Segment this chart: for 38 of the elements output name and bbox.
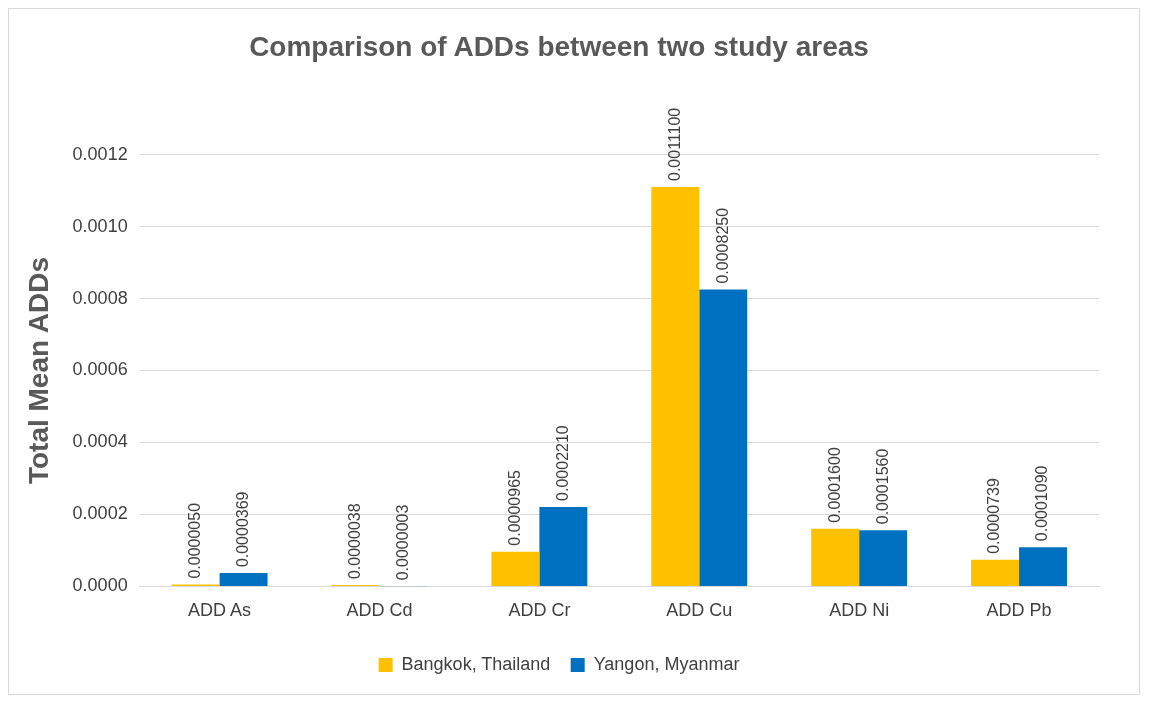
bar — [651, 186, 700, 586]
bar — [859, 530, 908, 586]
data-label: 0.0000050 — [186, 502, 204, 579]
legend-label: Bangkok, Thailand — [401, 653, 551, 674]
data-label: 0.0000003 — [393, 504, 411, 581]
chart-title: Comparison of ADDs between two study areas — [249, 30, 869, 62]
data-label: 0.0002210 — [553, 425, 571, 501]
bar — [699, 289, 748, 586]
x-tick-label: ADD Ni — [829, 600, 890, 621]
x-tick-label: ADD Cd — [346, 600, 413, 621]
y-tick-label: 0.0010 — [72, 215, 128, 236]
x-tick-label: ADD Pb — [986, 600, 1052, 621]
bar — [539, 506, 588, 586]
x-tick-label: ADD As — [188, 600, 252, 621]
bar — [219, 573, 268, 586]
data-label: 0.0001600 — [825, 447, 843, 523]
data-label: 0.0000965 — [505, 469, 523, 546]
data-label: 0.0001560 — [873, 448, 891, 525]
data-label: 0.0008250 — [713, 207, 731, 284]
y-tick-label: 0.0006 — [72, 359, 128, 380]
data-label: 0.0000369 — [233, 491, 251, 568]
x-tick-label: ADD Cu — [666, 600, 733, 621]
y-tick-label: 0.0000 — [72, 575, 128, 596]
bar — [811, 528, 860, 586]
bar — [971, 559, 1020, 586]
data-label: 0.0000038 — [345, 503, 363, 580]
legend-label: Yangon, Myanmar — [593, 653, 740, 674]
data-label: 0.0011100 — [665, 107, 683, 181]
data-label: 0.0001090 — [1033, 465, 1051, 542]
y-tick-label: 0.0008 — [72, 287, 128, 308]
bar — [1019, 547, 1068, 586]
data-label: 0.0000739 — [985, 478, 1003, 554]
y-tick-label: 0.0012 — [72, 143, 128, 164]
y-tick-label: 0.0002 — [72, 503, 128, 524]
bar — [491, 551, 540, 586]
y-tick-label: 0.0004 — [72, 431, 128, 452]
y-axis-title: Total Mean ADDs — [22, 256, 54, 485]
x-tick-label: ADD Cr — [508, 600, 571, 621]
